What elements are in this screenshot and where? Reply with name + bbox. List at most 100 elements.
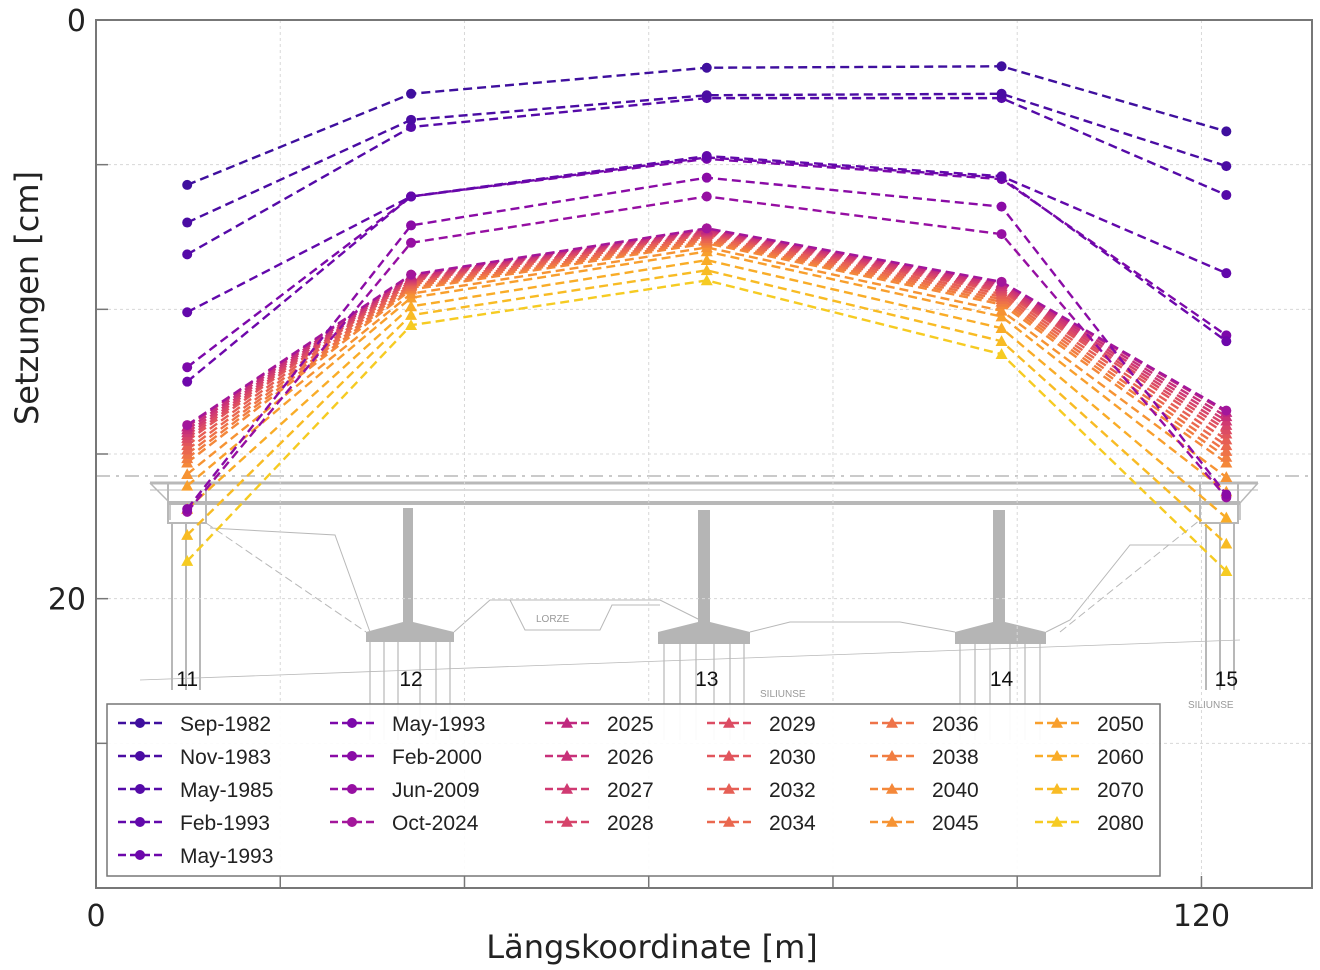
series-line [186, 258, 1228, 519]
data-point [995, 348, 1008, 359]
legend-marker [723, 717, 735, 728]
legend-label: 2045 [932, 812, 979, 835]
data-point [996, 229, 1007, 240]
data-point [406, 237, 417, 248]
data-point [996, 276, 1007, 287]
legend-label: 2030 [769, 746, 816, 769]
legend-label: Oct-2024 [392, 812, 479, 835]
legend-item: 2050 [1035, 713, 1144, 736]
x-tick-label: 120 [1173, 899, 1230, 934]
legend-marker [561, 750, 573, 761]
data-point [182, 362, 193, 373]
series-feb-2000 [182, 172, 1232, 514]
data-point [1220, 565, 1233, 576]
svg-text:LORZE: LORZE [536, 614, 570, 625]
legend-marker [347, 718, 357, 728]
legend-label: 2032 [769, 779, 816, 802]
data-point [181, 479, 194, 491]
series-line [186, 65, 1227, 187]
svg-text:SILIUNSE: SILIUNSE [1188, 700, 1234, 711]
data-point [996, 201, 1007, 212]
pier-label: 13 [695, 668, 718, 691]
pier-labels: 11 12 13 14 15 [176, 668, 1238, 691]
legend-marker [561, 717, 573, 728]
data-point [406, 88, 417, 99]
pier-label: 12 [399, 668, 422, 691]
legend-label: May-1993 [180, 845, 273, 868]
legend-item: Oct-2024 [330, 812, 479, 835]
legend-marker [135, 784, 145, 794]
data-point [701, 172, 712, 183]
legend-label: 2036 [932, 713, 979, 736]
legend-item: 2034 [707, 812, 816, 835]
series-line [186, 246, 1228, 479]
series-layer [181, 61, 1233, 576]
legend-item: 2032 [707, 779, 816, 802]
legend-marker [1051, 717, 1063, 728]
data-point [701, 90, 712, 101]
data-point [1220, 471, 1233, 482]
data-point [701, 191, 712, 202]
axis-ticks [95, 19, 1203, 888]
legend-item: 2040 [870, 779, 979, 802]
data-point [182, 179, 193, 190]
series-line [186, 228, 1227, 431]
legend-label: 2060 [1097, 746, 1144, 769]
legend-item: 2036 [870, 713, 979, 736]
legend-label: 2026 [607, 746, 654, 769]
data-point [1220, 537, 1233, 549]
data-point [701, 223, 712, 234]
data-point [996, 171, 1007, 182]
pier-label: 15 [1215, 668, 1238, 691]
legend-marker [886, 816, 898, 827]
series-line [186, 250, 1228, 493]
data-point [700, 264, 713, 276]
data-point [995, 335, 1008, 346]
data-point [996, 88, 1007, 99]
legend-marker [135, 718, 145, 728]
legend-item: May-1993 [330, 713, 485, 736]
data-point [1220, 456, 1233, 468]
data-point [182, 420, 193, 431]
series-line [186, 227, 1227, 427]
data-point [1221, 405, 1232, 416]
legend-label: 2040 [932, 779, 979, 802]
legend-item: 2027 [545, 779, 654, 802]
data-point [1220, 445, 1233, 456]
legend-marker [1051, 783, 1063, 794]
data-point [700, 274, 713, 286]
pier-label: 14 [990, 668, 1014, 691]
data-point [406, 191, 417, 202]
data-point [406, 122, 417, 133]
legend-marker [723, 783, 735, 794]
legend-label: 2028 [607, 812, 654, 835]
data-point [1221, 268, 1232, 279]
data-point [405, 300, 418, 312]
legend-item: Feb-1993 [118, 812, 270, 835]
legend-marker [347, 817, 357, 827]
legend-item: May-1993 [118, 845, 273, 868]
data-point [406, 269, 417, 280]
data-point [1220, 433, 1233, 445]
series-sep-1982 [182, 61, 1232, 190]
data-point [1221, 161, 1232, 172]
legend-label: 2034 [769, 812, 816, 835]
legend-item: 2080 [1035, 812, 1144, 835]
legend-marker [561, 783, 573, 794]
series-2080 [181, 274, 1233, 576]
data-point [996, 61, 1007, 72]
data-point [1221, 489, 1232, 500]
series-nov-1983 [182, 88, 1232, 228]
legend-marker [723, 816, 735, 827]
legend-marker [1051, 816, 1063, 827]
legend-item: 2045 [870, 812, 979, 835]
legend-label: Feb-1993 [180, 812, 270, 835]
legend-item: 2060 [1035, 746, 1144, 769]
legend-item: Nov-1983 [118, 746, 271, 769]
legend-label: 2027 [607, 779, 654, 802]
legend-item: 2030 [707, 746, 816, 769]
legend-marker [886, 783, 898, 794]
y-tick-label: 0 [67, 4, 86, 39]
legend-item: Sep-1982 [118, 713, 271, 736]
legend-item: 2025 [545, 713, 654, 736]
